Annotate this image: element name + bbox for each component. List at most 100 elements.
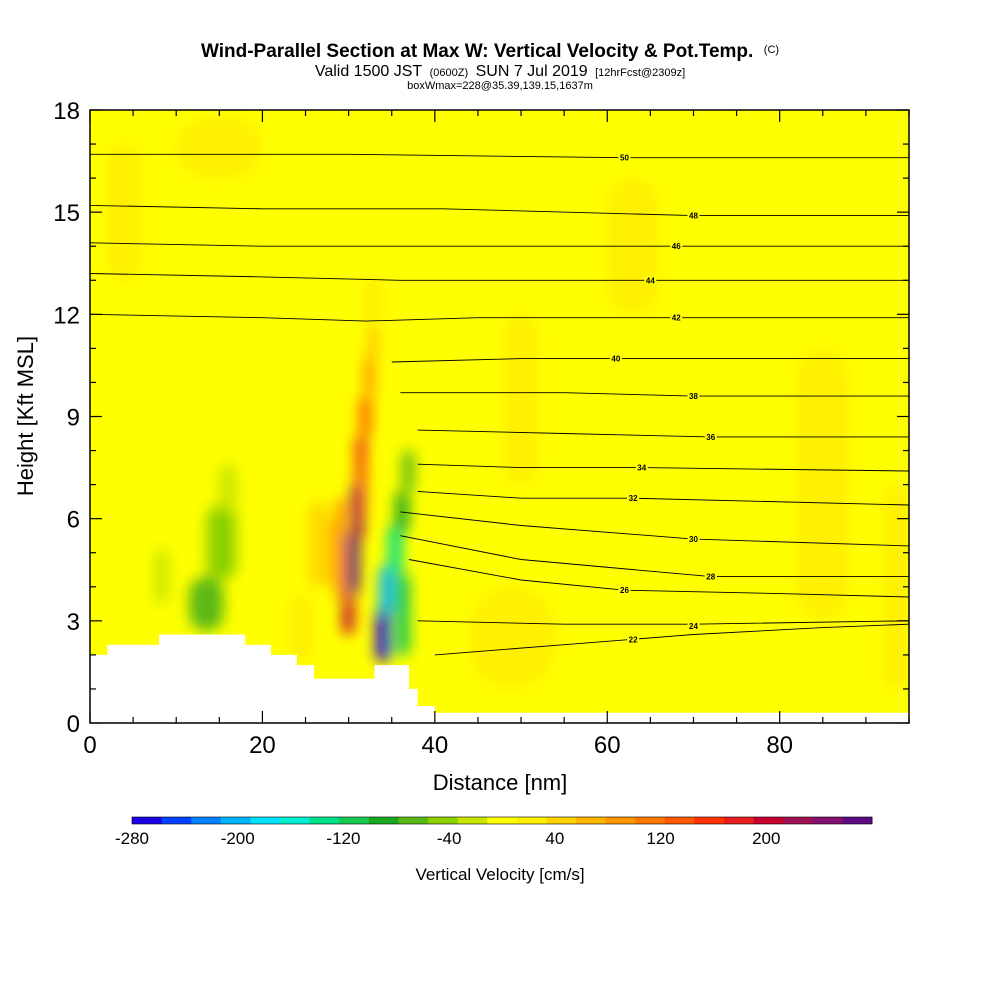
x-tick-label-20: 20 [249,732,276,759]
colorbar-swatch-2 [191,817,222,824]
x-tick-label-40: 40 [421,732,448,759]
y-axis-tick-labels: 0 3 6 9 12 15 18 [53,98,80,738]
theta-contour-44 [90,273,909,281]
colorbar-swatch-15 [576,817,607,824]
colorbar-swatch-17 [635,817,666,824]
theta-contour-36 [417,429,909,438]
theta-contour-24 [417,620,909,625]
theta-label-bg-40 [609,354,622,363]
colorbar-label--200: -200 [221,829,255,848]
theta-contour-22 [434,623,909,656]
theta-label-bg-48 [687,211,700,220]
velocity-cell-6 [369,327,378,356]
velocity-cell-30 [883,484,909,689]
velocity-cell-24 [469,586,556,689]
theta-label-bg-22 [627,635,640,644]
colorbar-swatch-10 [428,817,459,824]
colorbar-swatch-1 [161,817,192,824]
x-axis-label: Distance [nm] [433,770,568,795]
velocity-cell-5 [364,355,375,397]
chart-title: Wind-Parallel Section at Max W: Vertical… [201,41,779,62]
colorbar-swatch-19 [694,817,725,824]
colorbar-swatch-16 [605,817,636,824]
y-tick-label-0: 0 [67,711,80,738]
theta-contour-34 [417,463,909,472]
y-tick-label-18: 18 [53,98,80,125]
theta-label-30: 30 [689,535,698,544]
theta-label-24: 24 [689,622,698,631]
velocity-cell-18 [219,464,237,512]
colorbar-swatch-5 [280,817,311,824]
colorbar-swatch-23 [812,817,843,824]
theta-label-36: 36 [706,433,715,442]
velocity-cell-11 [379,566,394,615]
potential-temperature-contours: 22 24 26 28 30 32 34 36 38 40 42 44 46 48 50 [90,153,909,656]
colorbar-label--280: -280 [115,829,149,848]
y-tick-label-6: 6 [67,507,80,534]
velocity-cell-16 [189,576,224,632]
velocity-cell-9 [360,450,366,519]
theta-contour-32 [417,490,909,506]
velocity-cell-26 [107,144,142,281]
colorbar-label-120: 120 [646,829,674,848]
theta-label-40: 40 [611,355,620,364]
theta-label-bg-38 [687,392,700,401]
velocity-cell-15 [396,573,410,655]
theta-contour-50 [90,153,909,159]
colorbar-swatch-8 [368,817,399,824]
velocity-cell-12 [388,525,403,574]
colorbar-swatch-18 [664,817,695,824]
theta-label-bg-32 [627,494,640,503]
velocity-cell-7 [336,498,346,601]
x-tick-label-60: 60 [594,732,621,759]
y-tick-label-12: 12 [53,302,80,329]
theta-label-bg-46 [670,242,683,251]
colorbar-swatch-6 [309,817,340,824]
velocity-cell-27 [796,348,849,621]
velocity-cell-0 [346,532,359,594]
colorbar-swatch-3 [220,817,251,824]
theta-label-32: 32 [629,494,638,503]
y-tick-label-9: 9 [67,405,80,432]
colorbar-swatches [131,816,873,825]
colorbar-swatch-14 [546,817,577,824]
theta-contour-46 [90,242,909,247]
velocity-cell-19 [154,549,169,604]
colorbar-swatch-4 [250,817,281,824]
theta-label-44: 44 [646,276,655,285]
velocity-cell-28 [176,116,263,179]
colorbar-swatch-22 [783,817,814,824]
colorbar-title: Vertical Velocity [cm/s] [415,865,584,884]
colorbar-frame [131,816,873,825]
theta-contour-38 [400,392,909,397]
x-tick-label-0: 0 [83,732,96,759]
colorbar-swatch-11 [457,817,488,824]
x-axis-tick-labels: 0 20 40 60 80 [83,732,793,759]
colorbar-tick-labels: -280 -200 -120 -40 40 120 200 [115,829,780,848]
theta-contour-30 [400,511,909,547]
theta-label-38: 38 [689,392,698,401]
theta-label-bg-44 [644,276,657,285]
plot-area: 22 24 26 28 30 32 34 36 38 40 42 44 46 48 50 [89,109,910,724]
velocity-cell-1 [351,484,364,540]
velocity-cell-10 [376,607,391,662]
velocity-cell-21 [288,593,315,662]
colorbar-swatch-12 [487,817,518,824]
y-axis-label: Height [Kft MSL] [13,336,38,496]
theta-label-bg-34 [635,463,648,472]
colorbar-swatch-13 [516,817,547,824]
colorbar-label-40: 40 [545,829,564,848]
theta-label-bg-28 [704,572,717,581]
velocity-cell-3 [342,593,354,635]
colorbar-swatch-21 [753,817,784,824]
theta-label-34: 34 [637,464,646,473]
velocity-cell-14 [402,450,415,492]
velocity-cell-22 [309,501,328,587]
colorbar-swatch-24 [842,817,873,824]
theta-label-bg-42 [670,313,683,322]
y-tick-label-15: 15 [53,200,80,227]
colorbar-swatch-9 [398,817,429,824]
colorbar-swatch-20 [724,817,755,824]
theta-contour-42 [90,313,909,322]
